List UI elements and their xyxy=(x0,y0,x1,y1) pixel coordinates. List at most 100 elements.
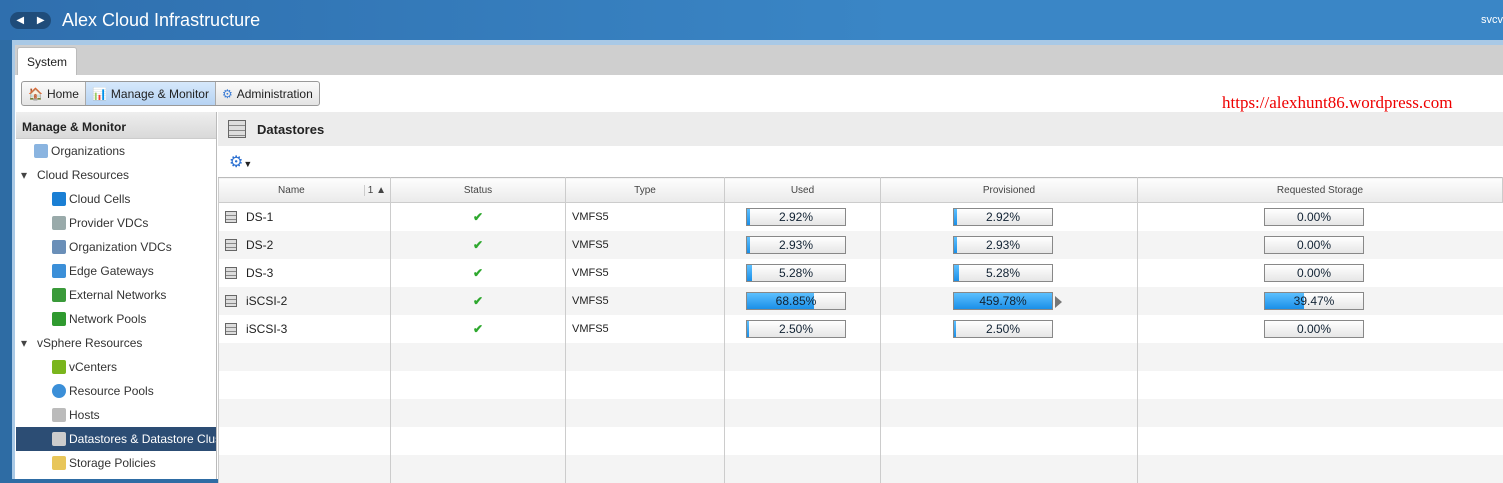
column-header-status[interactable]: Status xyxy=(391,178,566,203)
sidebar-item-network-pools[interactable]: Network Pools xyxy=(16,307,216,331)
used-bar-value: 2.93% xyxy=(779,238,813,252)
manage-monitor-button[interactable]: 📊Manage & Monitor xyxy=(86,82,216,105)
cell-name xyxy=(219,399,391,427)
sidebar-item-cloud-resources[interactable]: ▾Cloud Resources xyxy=(16,163,216,187)
sidebar-item-external-networks[interactable]: External Networks xyxy=(16,283,216,307)
datastore-name[interactable]: DS-1 xyxy=(246,210,273,224)
sidebar-item-label: Provider VDCs xyxy=(69,216,148,230)
app-header: ◀▶ Alex Cloud Infrastructure svcv xyxy=(0,0,1503,40)
empty-row xyxy=(219,343,1503,371)
table-row[interactable]: DS-1✔VMFS52.92%2.92%0.00% xyxy=(219,203,1503,231)
cell-type: VMFS5 xyxy=(566,287,725,315)
cell-name: DS-2 xyxy=(219,231,391,259)
provisioned-bar-value: 459.78% xyxy=(979,294,1026,308)
check-icon: ✔ xyxy=(473,266,483,280)
actions-gear-button[interactable]: ⚙▼ xyxy=(218,146,1503,177)
cell-type: VMFS5 xyxy=(566,203,725,231)
sidebar-item-hosts[interactable]: Hosts xyxy=(16,403,216,427)
cell-status: ✔ xyxy=(391,315,566,343)
overflow-arrow-icon xyxy=(1055,296,1062,308)
sidebar-item-label: Hosts xyxy=(69,408,100,422)
network-icon xyxy=(52,288,66,302)
sidebar-item-label: Cloud Cells xyxy=(69,192,130,206)
provisioned-bar-fill xyxy=(954,209,957,225)
column-header-used[interactable]: Used xyxy=(725,178,881,203)
sidebar-item-organization-vdcs[interactable]: Organization VDCs xyxy=(16,235,216,259)
sidebar-item-edge-gateways[interactable]: Edge Gateways xyxy=(16,259,216,283)
requested-bar: 0.00% xyxy=(1264,320,1364,338)
sidebar-item-datastores-datastore-clusters[interactable]: Datastores & Datastore Clusters xyxy=(16,427,216,451)
expand-arrow-icon[interactable]: ▾ xyxy=(21,168,33,182)
home-icon: 🏠 xyxy=(28,87,43,101)
panel-header: Datastores xyxy=(218,112,1503,146)
cell-provisioned xyxy=(881,371,1138,399)
requested-bar-value: 39.47% xyxy=(1294,294,1335,308)
shield-icon xyxy=(52,264,66,278)
column-header-name[interactable]: Name1 ▲ xyxy=(219,178,391,203)
user-menu[interactable]: svcv xyxy=(1481,14,1503,26)
datastore-icon xyxy=(228,120,246,138)
cell-status xyxy=(391,371,566,399)
cell-provisioned xyxy=(881,427,1138,455)
cell-name: DS-3 xyxy=(219,259,391,287)
used-bar-value: 2.92% xyxy=(779,210,813,224)
nav-back-forward[interactable]: ◀▶ xyxy=(10,12,51,29)
sort-indicator[interactable]: 1 ▲ xyxy=(364,185,390,196)
datastore-name[interactable]: DS-3 xyxy=(246,266,273,280)
tab-system[interactable]: System xyxy=(17,47,77,75)
sidebar-item-label: Organization VDCs xyxy=(69,240,172,254)
sidebar-item-storage-policies[interactable]: Storage Policies xyxy=(16,451,216,475)
sidebar-item-label: Datastores & Datastore Clusters xyxy=(69,432,216,446)
column-header-provisioned[interactable]: Provisioned xyxy=(881,178,1138,203)
cell-requested-storage: 0.00% xyxy=(1138,203,1503,231)
provisioned-bar-fill xyxy=(954,237,957,253)
sidebar-item-provider-vdcs[interactable]: Provider VDCs xyxy=(16,211,216,235)
table-row[interactable]: DS-3✔VMFS55.28%5.28%0.00% xyxy=(219,259,1503,287)
cell-type: VMFS5 xyxy=(566,259,725,287)
column-header-type[interactable]: Type xyxy=(566,178,725,203)
cell-provisioned xyxy=(881,455,1138,483)
cell-used xyxy=(725,399,881,427)
resource-pool-icon xyxy=(52,384,66,398)
datastore-name[interactable]: iSCSI-3 xyxy=(246,322,287,336)
datastore-icon xyxy=(225,267,237,279)
cell-status: ✔ xyxy=(391,231,566,259)
datastore-icon xyxy=(225,323,237,335)
vcenter-icon xyxy=(52,360,66,374)
used-bar: 68.85% xyxy=(746,292,846,310)
sidebar-item-vcenters[interactable]: vCenters xyxy=(16,355,216,379)
cell-type: VMFS5 xyxy=(566,231,725,259)
provisioned-bar-value: 5.28% xyxy=(986,266,1020,280)
expand-arrow-icon[interactable]: ▾ xyxy=(21,336,33,350)
cloud-icon xyxy=(34,144,48,158)
sidebar-item-organizations[interactable]: Organizations xyxy=(16,139,216,163)
sidebar: Manage & Monitor Organizations▾Cloud Res… xyxy=(16,112,217,479)
cell-status: ✔ xyxy=(391,287,566,315)
home-button[interactable]: 🏠Home xyxy=(22,82,86,105)
cell-type xyxy=(566,427,725,455)
column-header-requested-storage[interactable]: Requested Storage xyxy=(1138,178,1503,203)
sidebar-item-cloud-cells[interactable]: Cloud Cells xyxy=(16,187,216,211)
sidebar-item-vsphere-resources[interactable]: ▾ vSphere Resources xyxy=(16,331,216,355)
cell-status xyxy=(391,343,566,371)
back-icon[interactable]: ◀ xyxy=(16,15,24,26)
datastore-name[interactable]: DS-2 xyxy=(246,238,273,252)
table-row[interactable]: iSCSI-3✔VMFS52.50%2.50%0.00% xyxy=(219,315,1503,343)
provisioned-bar-fill xyxy=(954,321,956,337)
cell-status: ✔ xyxy=(391,259,566,287)
used-bar: 2.92% xyxy=(746,208,846,226)
requested-bar: 0.00% xyxy=(1264,208,1364,226)
used-bar-fill xyxy=(747,265,752,281)
datastore-name[interactable]: iSCSI-2 xyxy=(246,294,287,308)
requested-bar-value: 0.00% xyxy=(1297,322,1331,336)
check-icon: ✔ xyxy=(473,210,483,224)
sidebar-item-label: vSphere Resources xyxy=(37,336,142,350)
cell-requested-storage xyxy=(1138,343,1503,371)
sidebar-item-label: vCenters xyxy=(69,360,117,374)
administration-button[interactable]: ⚙Administration xyxy=(216,82,319,105)
cell-requested-storage: 0.00% xyxy=(1138,259,1503,287)
table-row[interactable]: iSCSI-2 ✔VMFS5 68.85% 459.78% 39.47% xyxy=(219,287,1503,315)
table-row[interactable]: DS-2✔VMFS52.93%2.93%0.00% xyxy=(219,231,1503,259)
forward-icon[interactable]: ▶ xyxy=(37,15,45,26)
sidebar-item-resource-pools[interactable]: Resource Pools xyxy=(16,379,216,403)
